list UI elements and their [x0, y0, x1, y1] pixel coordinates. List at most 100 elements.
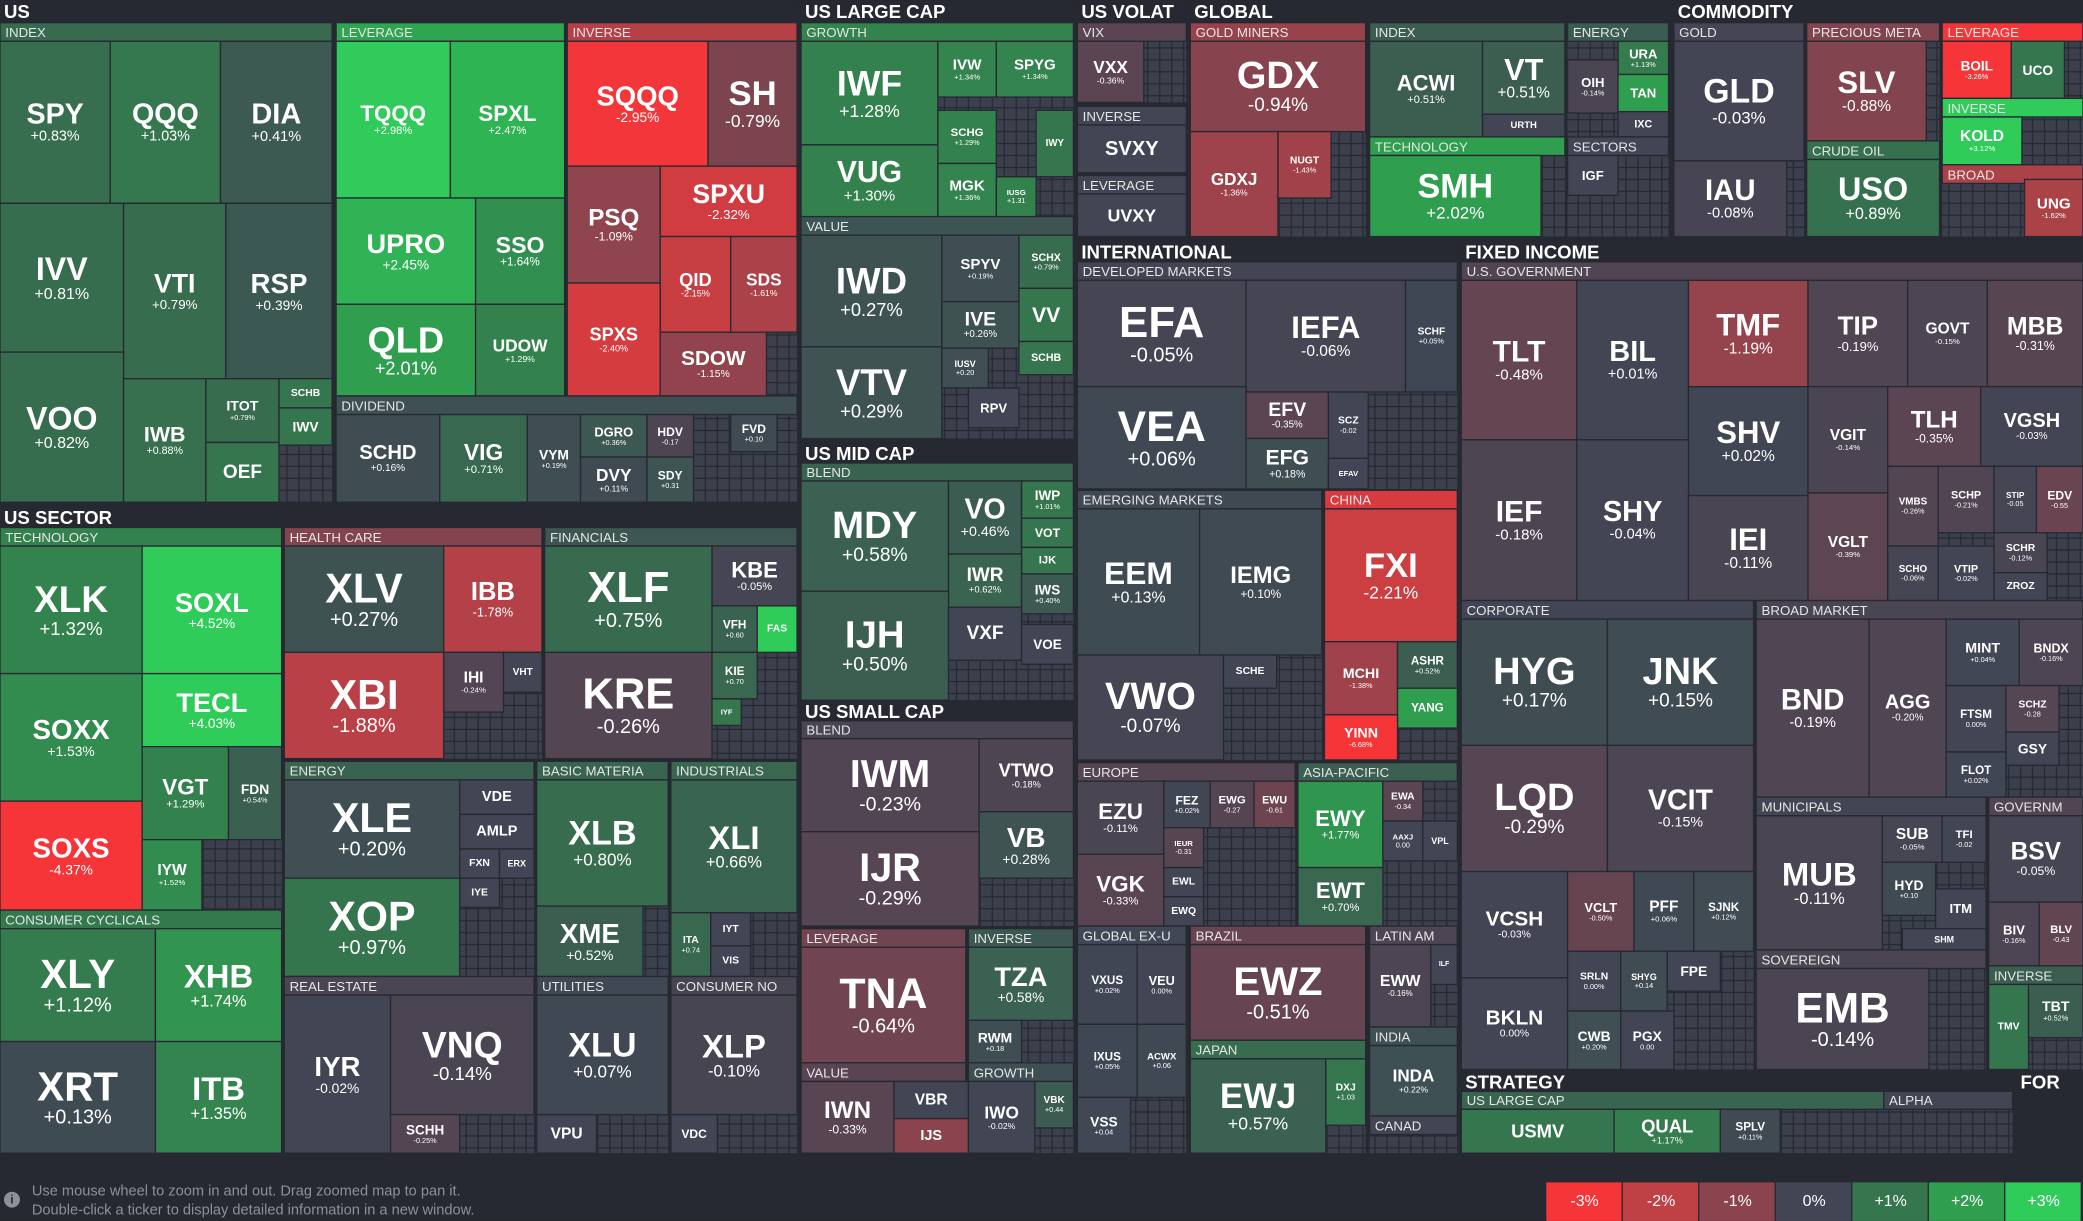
ticker-tile[interactable]: [1945, 618, 2020, 687]
ticker-tile[interactable]: [1693, 870, 1755, 952]
ticker-tile[interactable]: [710, 912, 752, 947]
ticker-tile[interactable]: [1422, 820, 1458, 862]
ticker-tile[interactable]: [0, 202, 125, 353]
ticker-tile[interactable]: [1020, 517, 1075, 549]
ticker-tile[interactable]: [566, 40, 709, 167]
ticker-tile[interactable]: [526, 413, 582, 503]
ticker-tile[interactable]: [389, 994, 535, 1116]
ticker-tile[interactable]: [1189, 943, 1367, 1041]
ticker-tile[interactable]: [1566, 1010, 1622, 1071]
ticker-tile[interactable]: [937, 109, 997, 165]
ticker-tile[interactable]: [1460, 744, 1609, 873]
ticker-tile[interactable]: [1323, 641, 1399, 716]
ticker-tile[interactable]: [646, 413, 695, 458]
ticker-tile[interactable]: [1566, 59, 1619, 114]
ticker-tile[interactable]: [1673, 40, 1805, 162]
ticker-tile[interactable]: [1934, 888, 1987, 930]
ticker-tile[interactable]: [449, 40, 566, 199]
ticker-tile[interactable]: [219, 40, 333, 204]
ticker-tile[interactable]: [1673, 160, 1788, 238]
ticker-tile[interactable]: [1755, 815, 1884, 951]
ticker-tile[interactable]: [498, 848, 535, 879]
ticker-tile[interactable]: [1018, 234, 1075, 290]
ticker-tile[interactable]: [1404, 279, 1458, 393]
ticker-tile[interactable]: [1222, 654, 1278, 689]
ticker-tile[interactable]: [659, 165, 798, 238]
ticker-tile[interactable]: [1887, 465, 1939, 547]
ticker-tile[interactable]: [1719, 1108, 1781, 1154]
ticker-tile[interactable]: [283, 877, 461, 978]
ticker-tile[interactable]: [1253, 780, 1296, 829]
ticker-tile[interactable]: [2035, 465, 2083, 534]
ticker-tile[interactable]: [154, 927, 283, 1043]
ticker-tile[interactable]: [1986, 279, 2083, 388]
ticker-tile[interactable]: [1887, 545, 1939, 602]
ticker-tile[interactable]: [1076, 385, 1247, 490]
ticker-tile[interactable]: [1993, 465, 2038, 534]
ticker-tile[interactable]: [670, 994, 798, 1116]
ticker-tile[interactable]: [800, 590, 950, 701]
ticker-tile[interactable]: [1613, 1108, 1721, 1154]
ticker-tile[interactable]: [1806, 158, 1941, 238]
ticker-tile[interactable]: [800, 234, 943, 348]
ticker-tile[interactable]: [1076, 654, 1225, 761]
ticker-tile[interactable]: [947, 553, 1023, 608]
ticker-tile[interactable]: [893, 1080, 970, 1120]
ticker-tile[interactable]: [283, 994, 392, 1154]
ticker-tile[interactable]: [1020, 573, 1075, 615]
ticker-tile[interactable]: [1945, 751, 2007, 798]
ticker-tile[interactable]: [1687, 494, 1809, 602]
ticker-tile[interactable]: [2005, 731, 2060, 766]
ticker-tile[interactable]: [2027, 983, 2083, 1039]
ticker-tile[interactable]: [1941, 40, 2012, 100]
ticker-tile[interactable]: [1633, 870, 1695, 952]
ticker-tile[interactable]: [670, 1113, 719, 1154]
ticker-tile[interactable]: [543, 651, 713, 760]
ticker-tile[interactable]: [941, 300, 1020, 349]
ticker-tile[interactable]: [1988, 983, 2030, 1071]
ticker-tile[interactable]: [566, 282, 661, 397]
ticker-tile[interactable]: [1566, 154, 1619, 197]
ticker-tile[interactable]: [670, 779, 798, 914]
ticker-tile[interactable]: [1327, 457, 1369, 490]
ticker-tile[interactable]: [1807, 385, 1889, 494]
ticker-tile[interactable]: [1076, 1023, 1138, 1099]
ticker-tile[interactable]: [2023, 178, 2083, 238]
ticker-tile[interactable]: [1189, 40, 1367, 133]
ticker-tile[interactable]: [995, 176, 1037, 218]
ticker-tile[interactable]: [1807, 492, 1889, 602]
ticker-tile[interactable]: [1189, 1058, 1327, 1154]
ticker-tile[interactable]: [443, 651, 505, 713]
ticker-tile[interactable]: [225, 202, 333, 380]
ticker-tile[interactable]: [1076, 193, 1187, 238]
ticker-tile[interactable]: [1887, 385, 1982, 468]
ticker-tile[interactable]: [729, 413, 778, 453]
ticker-tile[interactable]: [502, 651, 543, 693]
ticker-tile[interactable]: [2018, 618, 2083, 687]
ticker-tile[interactable]: [543, 545, 713, 654]
ticker-tile[interactable]: [756, 605, 798, 654]
ticker-tile[interactable]: [1906, 279, 1989, 388]
ticker-tile[interactable]: [947, 480, 1023, 555]
ticker-tile[interactable]: [1136, 1023, 1187, 1099]
ticker-tile[interactable]: [141, 838, 203, 911]
ticker-tile[interactable]: [941, 234, 1020, 303]
ticker-tile[interactable]: [278, 407, 333, 446]
ticker-tile[interactable]: [710, 945, 752, 978]
ticker-tile[interactable]: [800, 738, 980, 833]
ticker-tile[interactable]: [1666, 950, 1721, 992]
ticker-tile[interactable]: [1076, 943, 1138, 1025]
ticker-tile[interactable]: [800, 480, 950, 592]
ticker-tile[interactable]: [1076, 853, 1165, 927]
ticker-tile[interactable]: [711, 698, 742, 727]
ticker-tile[interactable]: [1687, 385, 1809, 497]
ticker-tile[interactable]: [1323, 508, 1458, 643]
ticker-tile[interactable]: [1460, 439, 1578, 602]
ticker-tile[interactable]: [1368, 40, 1484, 138]
ticker-tile[interactable]: [978, 811, 1075, 879]
ticker-tile[interactable]: [458, 813, 535, 850]
ticker-tile[interactable]: [474, 303, 566, 397]
ticker-tile[interactable]: [1576, 439, 1690, 602]
ticker-tile[interactable]: [1460, 870, 1569, 979]
ticker-tile[interactable]: [1806, 40, 1927, 142]
